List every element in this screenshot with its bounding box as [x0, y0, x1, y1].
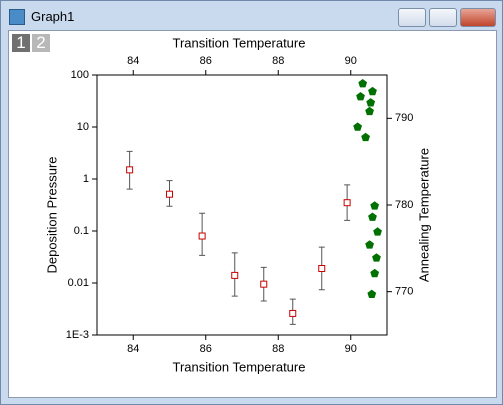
data-point — [370, 268, 380, 278]
y2-axis-label: Annealing Temperature — [416, 148, 431, 282]
data-point — [356, 92, 365, 101]
data-point — [370, 201, 380, 210]
x-tick-label: 90 — [345, 343, 357, 355]
data-point — [368, 212, 377, 221]
y2-tick-label: 770 — [395, 286, 413, 298]
data-point — [343, 199, 351, 207]
window-title: Graph1 — [31, 9, 75, 24]
title-bar: Graph1 — [1, 1, 502, 31]
data-point — [231, 271, 239, 279]
data-point — [358, 79, 368, 88]
y-tick-label: 1 — [83, 173, 89, 185]
layer-button[interactable]: 1 — [12, 34, 30, 52]
y-tick-label: 100 — [71, 69, 89, 81]
data-point — [318, 265, 326, 273]
x2-tick-label: 88 — [272, 55, 284, 67]
y-axis-label: Deposition Pressure — [44, 156, 59, 273]
plot-frame — [96, 74, 388, 336]
y2-tick-label: 780 — [395, 199, 413, 211]
y2-tick-label: 790 — [395, 112, 413, 124]
x2-tick-label: 86 — [200, 55, 212, 67]
data-point — [126, 166, 134, 174]
data-point — [260, 280, 268, 288]
data-point — [166, 190, 173, 198]
graph-area: 1 2 — [8, 30, 497, 398]
data-point — [368, 86, 377, 96]
data-point — [372, 253, 381, 262]
x-axis-label: Transition Temperature — [173, 359, 306, 374]
data-point — [289, 309, 297, 317]
data-point — [361, 132, 371, 142]
x-tick-label: 84 — [127, 343, 139, 355]
window-icon — [9, 9, 25, 25]
data-point — [365, 240, 374, 249]
y-tick-label: 1E-3 — [66, 329, 89, 341]
data-point — [198, 232, 206, 240]
x2-tick-label: 90 — [345, 55, 357, 67]
y-tick-label: 10 — [77, 121, 89, 133]
data-point — [366, 98, 376, 107]
maximize-button[interactable] — [429, 8, 457, 27]
data-point — [367, 289, 377, 299]
x2-axis-label: Transition Temperature — [173, 35, 306, 50]
y-tick-label: 0.1 — [74, 225, 89, 237]
y-tick-label: 0.01 — [68, 277, 89, 289]
x-tick-label: 88 — [272, 343, 284, 355]
x2-tick-label: 84 — [127, 55, 139, 67]
data-point — [365, 106, 374, 116]
close-button[interactable] — [460, 8, 496, 27]
x-tick-label: 86 — [200, 343, 212, 355]
layer-button[interactable]: 2 — [32, 34, 50, 52]
data-point — [353, 122, 363, 131]
data-point — [373, 227, 382, 236]
minimize-button[interactable] — [398, 8, 426, 27]
